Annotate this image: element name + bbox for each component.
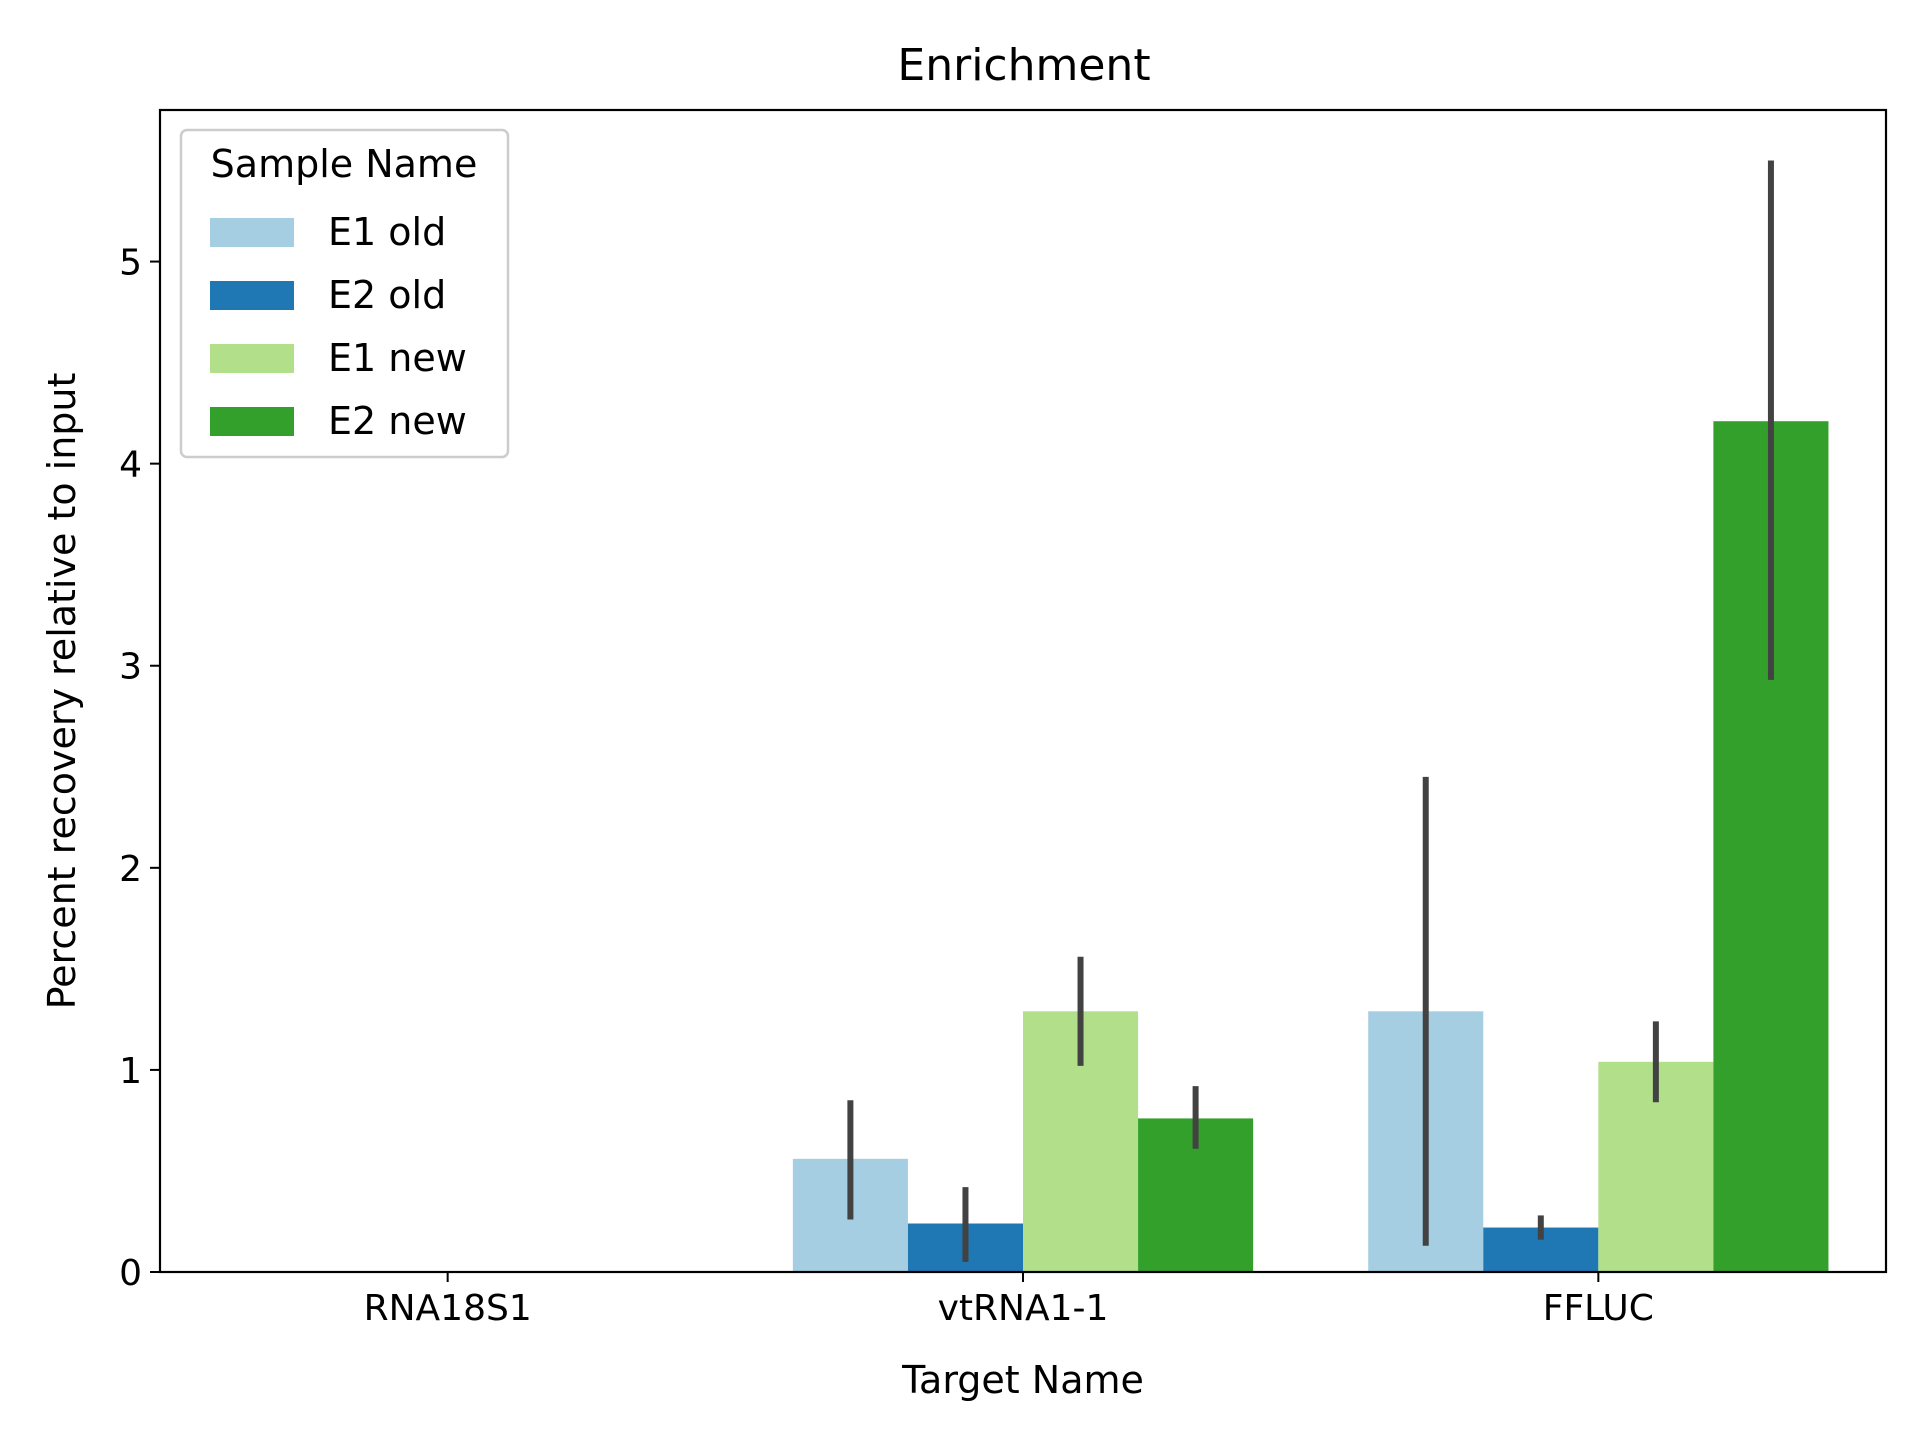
x-tick-label: RNA18S1 <box>364 1288 532 1329</box>
x-axis-label: Target Name <box>901 1358 1144 1402</box>
legend-label: E2 old <box>328 273 446 317</box>
x-axis: RNA18S1 vtRNA1-1 FFLUC <box>364 1272 1654 1329</box>
y-axis: 0 1 2 3 4 5 <box>119 243 160 1294</box>
y-tick-label: 4 <box>119 445 142 486</box>
y-tick-label: 0 <box>119 1253 142 1294</box>
bars-group <box>792 421 1829 1272</box>
chart-title: Enrichment <box>897 40 1150 91</box>
x-tick-label: FFLUC <box>1543 1288 1654 1329</box>
legend-swatch <box>210 344 294 373</box>
legend-swatch <box>210 281 294 310</box>
legend-swatch <box>210 218 294 247</box>
y-tick-label: 2 <box>119 849 142 890</box>
legend-label: E1 old <box>328 210 446 254</box>
error-bars-group <box>847 160 1774 1262</box>
legend-title: Sample Name <box>211 142 478 186</box>
y-tick-label: 1 <box>119 1051 142 1092</box>
y-tick-label: 3 <box>119 647 142 688</box>
y-tick-label: 5 <box>119 243 142 284</box>
legend-swatch <box>210 407 294 436</box>
legend-label: E2 new <box>328 399 467 443</box>
legend-frame <box>179 128 510 459</box>
legend: Sample Name E1 old E2 old E1 new E2 new <box>179 128 510 459</box>
legend-label: E1 new <box>328 336 467 380</box>
y-axis-label: Percent recovery relative to input <box>40 373 84 1010</box>
x-tick-label: vtRNA1-1 <box>938 1288 1109 1329</box>
